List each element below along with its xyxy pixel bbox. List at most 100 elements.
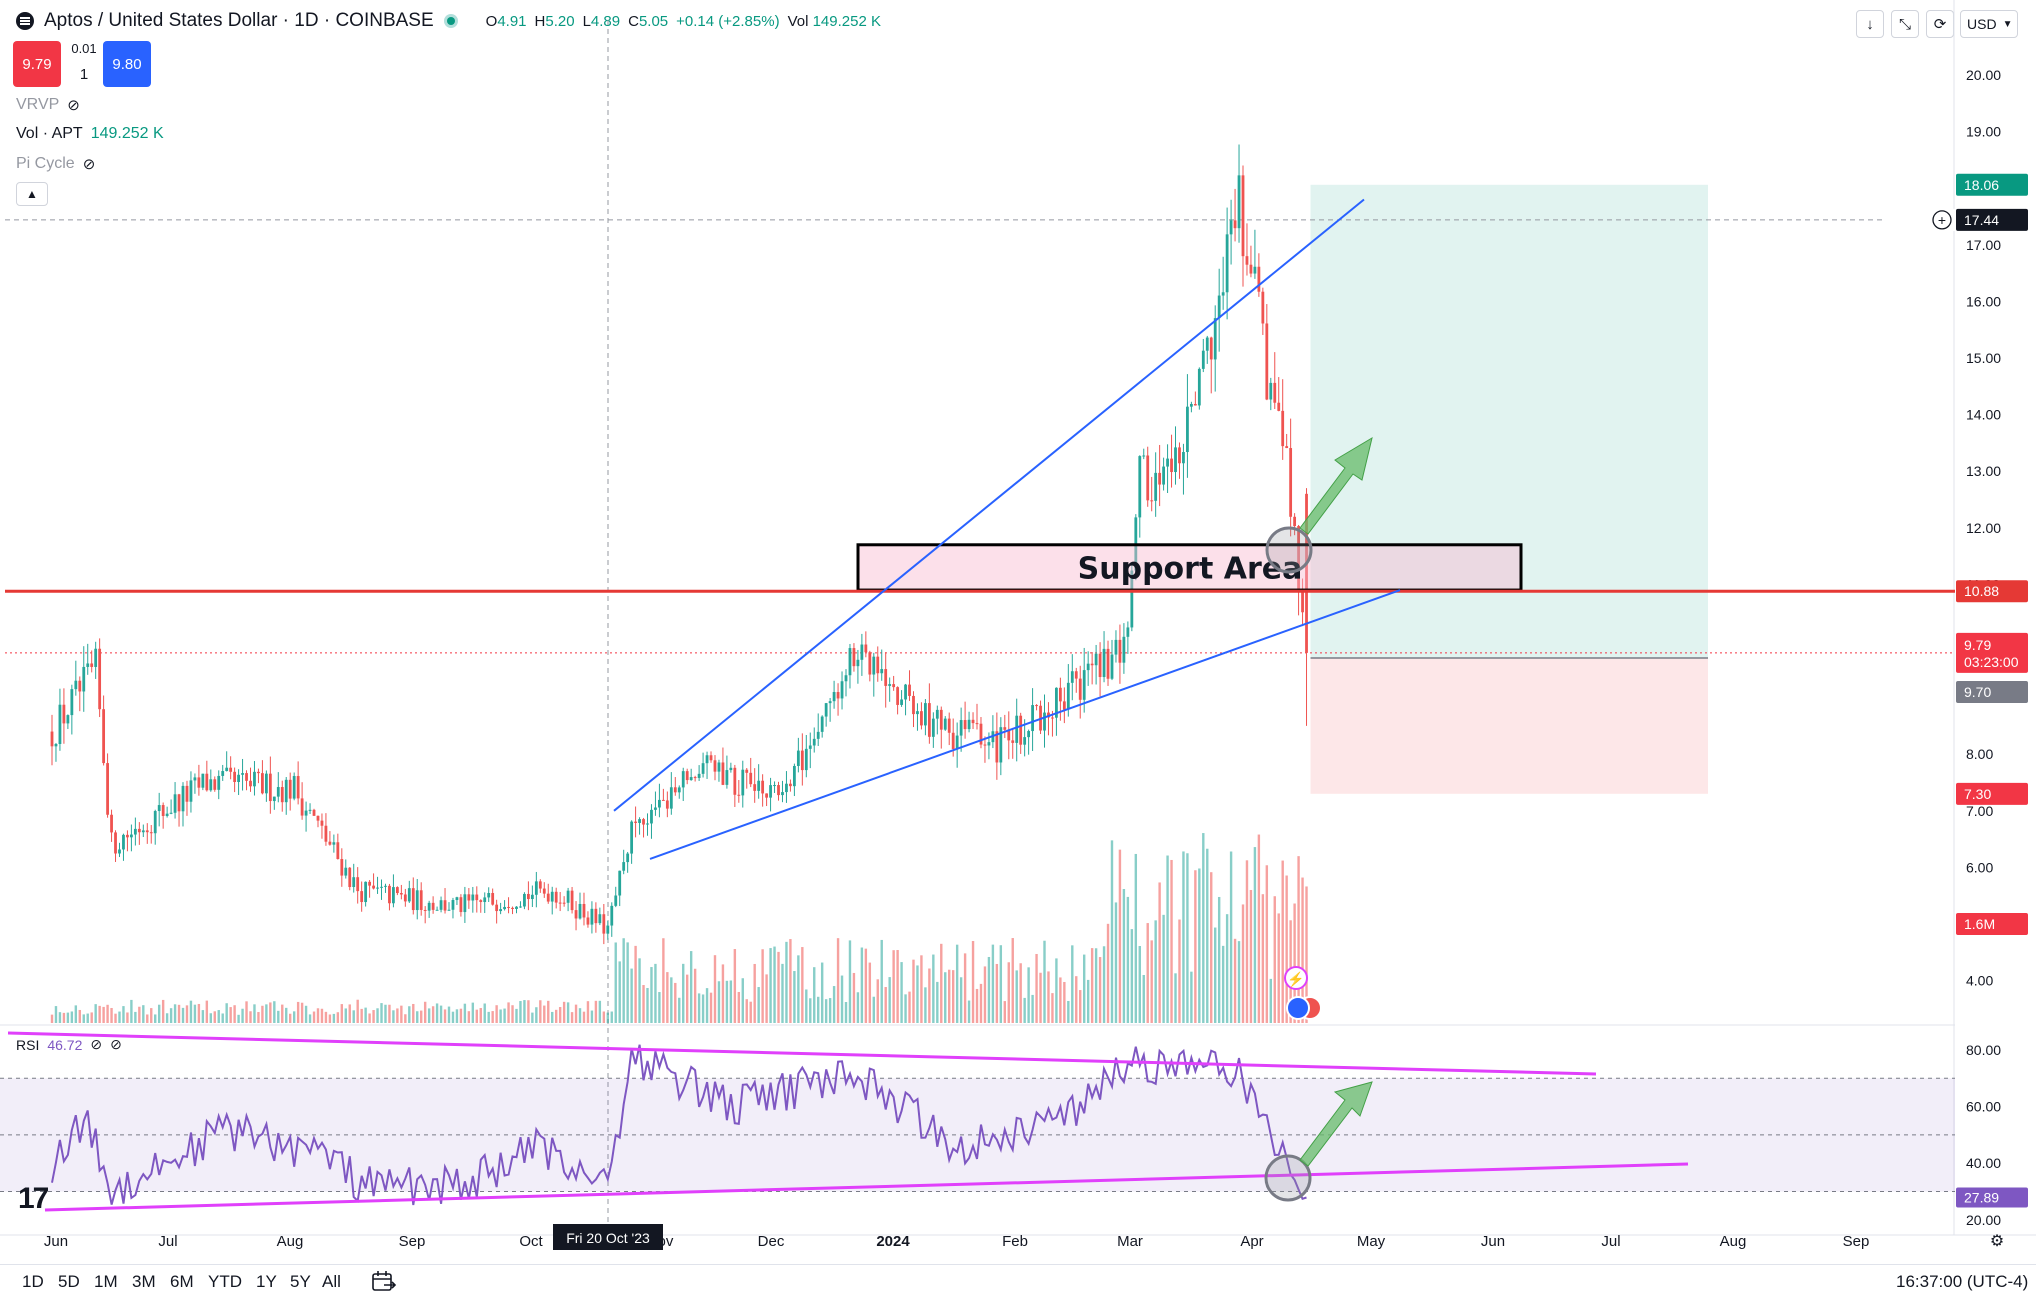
candle — [392, 887, 395, 904]
buy-button[interactable]: 9.80 — [103, 41, 151, 87]
candle — [622, 862, 626, 871]
range-button-1y[interactable]: 1Y — [256, 1272, 277, 1291]
volume-bar — [856, 992, 860, 1023]
candle — [626, 853, 630, 863]
candle — [189, 780, 193, 802]
order-quantity[interactable]: 1 — [79, 66, 89, 83]
candle — [963, 720, 967, 730]
candle — [1011, 740, 1015, 743]
candle — [459, 897, 463, 913]
volume-bar — [1130, 929, 1134, 1023]
pi-cycle-legend[interactable]: Pi Cycle ⊘ — [16, 155, 96, 173]
symbol-title[interactable]: Aptos / United States Dollar · 1D · COIN… — [44, 10, 434, 31]
volume-bar — [281, 1004, 284, 1023]
volume-tag-box — [1956, 913, 2028, 935]
sell-button[interactable]: 9.79 — [13, 41, 61, 87]
currency-select[interactable]: USD ▼ — [1960, 10, 2018, 38]
candle — [1019, 715, 1023, 745]
volume-bar — [455, 1009, 459, 1023]
range-button-all[interactable]: All — [322, 1272, 341, 1291]
candle — [578, 903, 582, 919]
candle — [1174, 447, 1177, 473]
volume-bar — [1063, 981, 1066, 1023]
candle — [1182, 452, 1185, 464]
candle — [773, 785, 776, 787]
vrvp-legend[interactable]: VRVP ⊘ — [16, 96, 80, 114]
range-button-3m[interactable]: 3M — [132, 1272, 156, 1291]
arrow-down-icon[interactable]: ↓ — [1856, 10, 1884, 38]
candle — [1293, 516, 1297, 527]
volume-bar — [229, 1007, 232, 1023]
candle — [610, 905, 614, 926]
range-button-1m[interactable]: 1M — [94, 1272, 118, 1291]
candle — [407, 888, 411, 902]
candle — [360, 891, 364, 903]
volume-bar — [785, 941, 788, 1023]
candle — [542, 888, 546, 894]
fit-icon[interactable]: ⤡ — [1891, 10, 1919, 38]
hidden-icon[interactable]: ⊘ — [67, 97, 80, 114]
candle — [181, 785, 185, 812]
range-button-1d[interactable]: 1D — [22, 1272, 44, 1291]
rsi-tick-label: 80.00 — [1966, 1042, 2001, 1058]
volume-bar — [1059, 977, 1062, 1023]
candle — [209, 779, 213, 791]
range-button-ytd[interactable]: YTD — [208, 1272, 242, 1291]
volume-bar — [908, 991, 911, 1023]
volume-bar — [154, 1014, 157, 1023]
candle — [110, 814, 113, 833]
candle — [800, 750, 804, 771]
volume-bar — [289, 1013, 292, 1023]
candle — [300, 798, 304, 816]
volume-bar — [1011, 938, 1014, 1023]
rsi-legend[interactable]: RSI 46.72 ⊘ ⊘ — [16, 1036, 122, 1053]
range-button-5y[interactable]: 5Y — [290, 1272, 311, 1291]
volume-bar — [348, 1004, 351, 1023]
volume-bar — [396, 1008, 399, 1023]
price-tick-label: 7.00 — [1966, 803, 1993, 819]
candle — [546, 893, 550, 902]
calendar-range-icon[interactable] — [370, 1268, 398, 1296]
candle — [1086, 663, 1090, 671]
candle — [634, 821, 637, 823]
candle — [1178, 447, 1181, 464]
hidden-icon[interactable]: ⊘ — [82, 156, 96, 173]
candle — [864, 644, 868, 653]
candle — [1158, 472, 1162, 485]
volume-bar — [773, 946, 776, 1023]
candle — [78, 680, 82, 692]
volume-bar — [554, 1009, 558, 1023]
candle — [157, 805, 161, 812]
candle — [54, 743, 58, 747]
volume-bar — [971, 941, 975, 1023]
time-tick-label: Jun — [1481, 1233, 1505, 1250]
volume-bar — [622, 938, 625, 1023]
volume-bar — [1182, 851, 1185, 1023]
volume-bar — [586, 1001, 590, 1023]
candle — [999, 727, 1003, 763]
volume-bar — [1102, 946, 1106, 1023]
candle — [201, 773, 205, 788]
hidden-icon[interactable]: ⊘ — [90, 1036, 103, 1052]
range-button-6m[interactable]: 6M — [170, 1272, 194, 1291]
volume-bar — [1178, 919, 1181, 1023]
volume-bar — [416, 1011, 419, 1023]
candle — [1003, 727, 1007, 730]
volume-bar — [1285, 875, 1288, 1023]
hidden-icon[interactable]: ⊘ — [110, 1036, 122, 1052]
volume-bar — [1098, 957, 1102, 1023]
last-price-tag: 9.79 — [1964, 637, 1991, 653]
volume-bar — [1035, 953, 1038, 1023]
volume-legend[interactable]: Vol · APT 149.252 K — [16, 125, 164, 142]
range-button-5d[interactable]: 5D — [58, 1272, 80, 1291]
candle — [920, 711, 923, 726]
candle — [1150, 500, 1154, 502]
volume-bar — [777, 951, 780, 1023]
collapse-legend-button[interactable]: ▲ — [16, 182, 48, 206]
volume-bar — [801, 947, 804, 1023]
fullscreen-icon[interactable]: ⟳ — [1926, 10, 1954, 38]
volume-bar — [848, 940, 852, 1023]
volume-bar — [197, 1003, 201, 1023]
volume-bar — [717, 981, 721, 1023]
